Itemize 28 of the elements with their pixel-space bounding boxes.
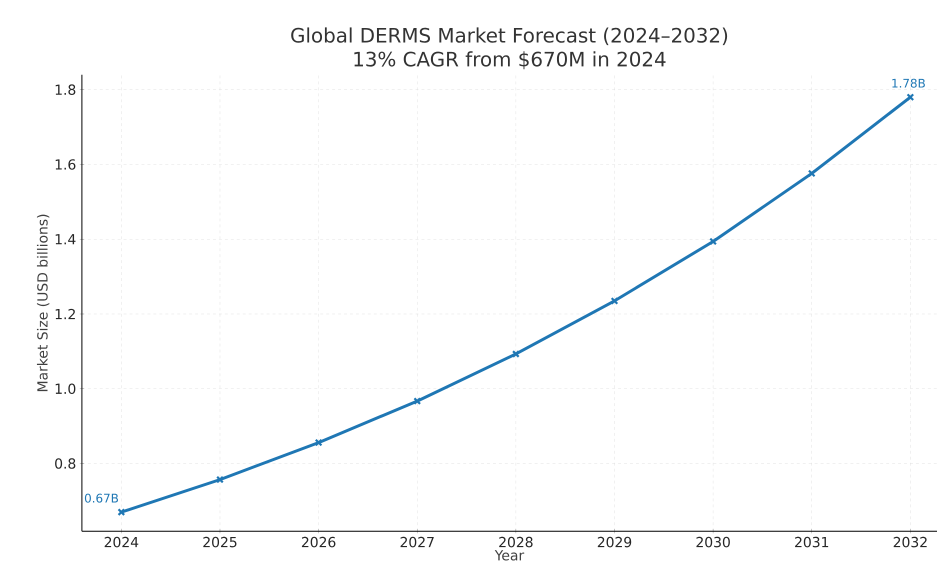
y-tick-label: 0.8: [55, 458, 76, 469]
annotation: 0.67B: [84, 494, 118, 503]
point: [413, 397, 422, 405]
x-tick-label: 2025: [203, 536, 236, 548]
y-axis-title: Market Size (USD billions): [36, 214, 50, 392]
x-tick-label: 2024: [104, 536, 138, 548]
x-tick-label: 2027: [400, 536, 434, 548]
y-tick-label: 1.8: [56, 84, 76, 95]
x-tick-label: 2032: [894, 536, 927, 548]
annotation: 1.78B: [892, 78, 925, 88]
x-tick-label: 2030: [696, 536, 730, 548]
y-tick-label: 1.6: [56, 159, 76, 170]
x-axis-title: Year: [494, 550, 524, 560]
point: [216, 476, 224, 484]
x-tick-label: 2026: [302, 536, 336, 548]
y-tick-label: 1.4: [56, 234, 76, 244]
point: [512, 350, 520, 358]
chart-subtitle: 13% CAGR from $670M in 2024: [354, 51, 666, 70]
point: [314, 438, 323, 446]
point: [709, 238, 718, 246]
x-tick-label: 2031: [795, 536, 828, 548]
x-tick-label: 2029: [598, 536, 632, 548]
y-tick-label: 1.2: [56, 308, 75, 320]
x-tick-label: 2028: [499, 536, 533, 548]
chart-title: Global DERMS Market Forecast (2024–2032): [291, 27, 728, 46]
y-tick-label: 1.0: [56, 383, 76, 394]
point: [808, 170, 816, 178]
point: [610, 296, 618, 305]
